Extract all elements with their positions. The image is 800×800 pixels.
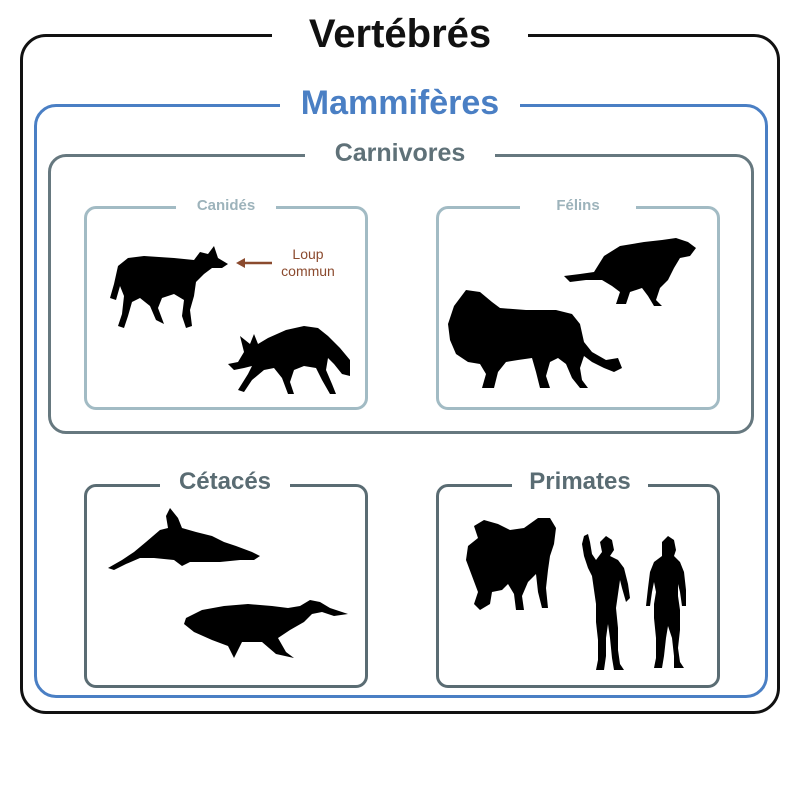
man-icon: [582, 534, 630, 670]
whale-icon: [184, 600, 348, 658]
group-title-cetaces: Cétacés: [160, 470, 290, 494]
cougar-icon: [564, 238, 696, 306]
jackal-icon: [228, 326, 350, 394]
annotation-label: Loup commun: [268, 246, 348, 280]
woman-icon: [646, 536, 686, 668]
group-title-primates: Primates: [512, 470, 648, 494]
baboon-icon: [466, 518, 556, 610]
group-title-mammiferes: Mammifères: [280, 86, 520, 120]
group-title-felins: Félins: [520, 198, 636, 213]
annotation-arrow: [236, 258, 272, 268]
annotation-line-2: commun: [281, 263, 335, 279]
annotation-line-1: Loup: [292, 246, 324, 262]
group-title-vertebres: Vertébrés: [272, 14, 528, 54]
lion-icon: [448, 290, 622, 388]
group-title-carnivores: Carnivores: [305, 141, 495, 166]
wolf-icon: [110, 246, 228, 328]
dolphin-icon: [108, 508, 260, 570]
group-title-canides: Canidés: [176, 198, 276, 213]
